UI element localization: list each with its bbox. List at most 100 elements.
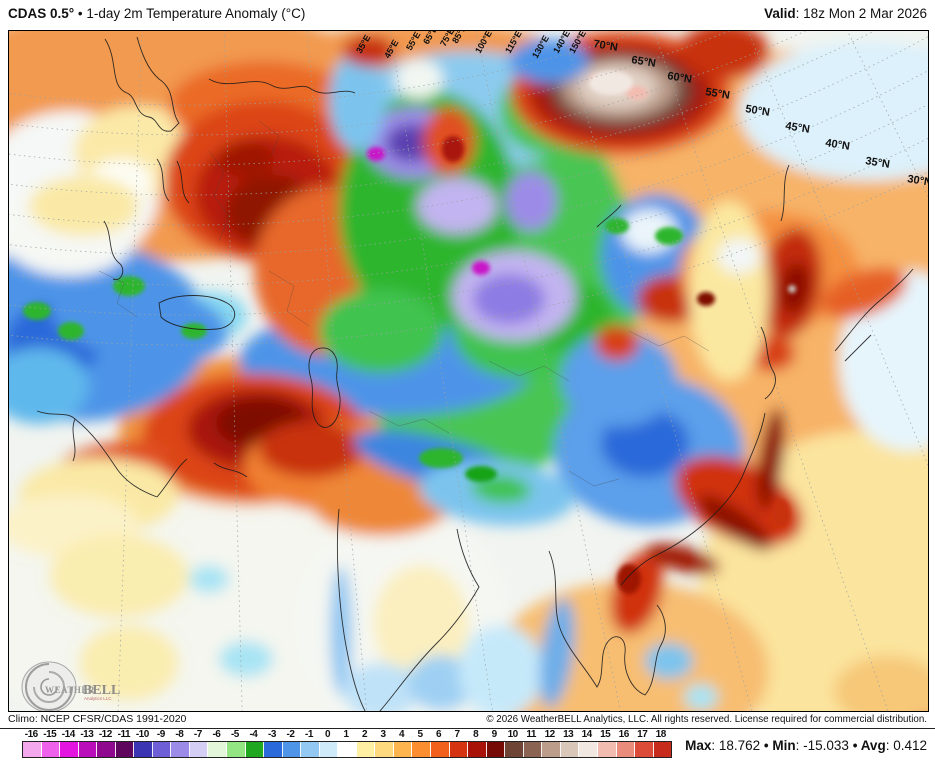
- model-name: CDAS 0.5°: [8, 6, 75, 21]
- attribution-strip: Climo: NCEP CFSR/CDAS 1991-2020 © 2026 W…: [0, 711, 935, 729]
- colorbar-cell: [189, 742, 209, 757]
- colorbar-cell: [542, 742, 561, 757]
- colorbar-tick: -6: [212, 729, 221, 740]
- colorbar-tick: 12: [544, 729, 556, 740]
- colorbar-cell: [301, 742, 320, 757]
- colorbar-tick: 5: [417, 729, 424, 740]
- logo-word-bell: BELL: [83, 683, 120, 698]
- colorbar-tick: -2: [286, 729, 295, 740]
- colorbar-tick: 1: [343, 729, 349, 740]
- title-separator: •: [74, 6, 87, 21]
- colorbar-tick: 8: [473, 729, 479, 740]
- latitude-label: 30°N: [907, 173, 928, 189]
- map-canvas: 70°N65°N60°N55°N50°N45°N40°N35°N30°N35°E…: [9, 31, 928, 711]
- colorbar-cell: [616, 742, 636, 757]
- colorbar-tick: 17: [637, 729, 648, 740]
- colorbar-tick: -13: [80, 729, 94, 740]
- colorbar-tick: -10: [135, 729, 149, 740]
- colorbar-cell: [505, 742, 524, 757]
- latitude-label: 70°N: [593, 38, 619, 54]
- max-value: : 18.762: [711, 738, 761, 753]
- latitude-label: 45°N: [785, 120, 811, 136]
- colorbar-cell: [245, 742, 265, 757]
- colorbar-cell: [227, 742, 246, 757]
- colorbar-cell: [393, 742, 413, 757]
- colorbar-tick: -7: [193, 729, 202, 740]
- latitude-label: 50°N: [745, 103, 771, 119]
- valid-value: : 18z Mon 2 Mar 2026: [795, 6, 927, 21]
- min-label: Min: [772, 738, 796, 753]
- colorbar-cell: [208, 742, 228, 757]
- latitude-label: 40°N: [825, 137, 851, 153]
- colorbar-tick: 6: [436, 729, 442, 740]
- colorbar-cell: [134, 742, 153, 757]
- colorbar-cell: [264, 742, 283, 757]
- anomaly-spots: [23, 71, 796, 594]
- colorbar-tick: 3: [380, 729, 386, 740]
- latitude-label: 55°N: [705, 86, 731, 102]
- colorbar-cell: [282, 742, 302, 757]
- valid-time: Valid: 18z Mon 2 Mar 2026: [764, 6, 927, 21]
- colorbar-tick: 11: [526, 729, 536, 740]
- political-borders: [98, 120, 710, 487]
- stats-sep1: •: [760, 738, 773, 753]
- header: CDAS 0.5° • 1-day 2m Temperature Anomaly…: [0, 0, 935, 30]
- colorbar-cell: [97, 742, 116, 757]
- colorbar-cell: [41, 742, 61, 757]
- latitude-label: 35°N: [865, 155, 891, 171]
- max-label: Max: [685, 738, 712, 753]
- colorbar-cell: [60, 742, 79, 757]
- colorbar-cell: [23, 742, 42, 757]
- colorbar-tick: -8: [175, 729, 184, 740]
- colorbar-cell: [319, 742, 339, 757]
- copyright-note: © 2026 WeatherBELL Analytics, LLC. All r…: [486, 714, 927, 725]
- colorbar-tick: 16: [618, 729, 630, 740]
- avg-value: : 0.412: [885, 738, 927, 753]
- colorbar-cell: [523, 742, 543, 757]
- anomaly-field: [9, 31, 928, 711]
- colorbar-tick: -5: [230, 729, 239, 740]
- colorbar-cell: [431, 742, 450, 757]
- colorbar-cell: [449, 742, 469, 757]
- colorbar-tick: 13: [563, 729, 574, 740]
- colorbar-tick: 10: [507, 729, 519, 740]
- latitude-label: 65°N: [631, 54, 657, 70]
- colorbar-tick: -15: [43, 729, 57, 740]
- colorbar-cell: [171, 742, 190, 757]
- colorbar-tick: 15: [600, 729, 611, 740]
- stats-sep2: •: [848, 738, 861, 753]
- colorbar: [22, 741, 672, 758]
- min-value: : -15.033: [795, 738, 849, 753]
- anomaly-map: 70°N 65°N 60°N 55°N 50°N 45°N 40°N 35°N 30°N 35°E…: [8, 30, 929, 712]
- parameter-title: 1-day 2m Temperature Anomaly (°C): [86, 6, 306, 21]
- valid-label: Valid: [764, 6, 796, 21]
- colorbar-cell: [338, 742, 357, 757]
- field-statistics: Max: 18.762 • Min: -15.033 • Avg: 0.412: [685, 738, 927, 753]
- colorbar-cell: [152, 742, 172, 757]
- colorbar-tick: -9: [156, 729, 165, 740]
- colorbar-cell: [412, 742, 432, 757]
- colorbar-cell: [375, 742, 394, 757]
- logo-word-weather: WEATHER: [45, 685, 95, 695]
- logo-subtext: Analytics LLC: [84, 696, 112, 701]
- colorbar-tick: -14: [61, 729, 75, 740]
- colorbar-cell: [78, 742, 98, 757]
- colorbar-tick: 0: [324, 729, 331, 740]
- colorbar-tick: 7: [454, 729, 461, 740]
- coastlines: [36, 36, 914, 711]
- avg-label: Avg: [860, 738, 886, 753]
- climo-note: Climo: NCEP CFSR/CDAS 1991-2020: [8, 713, 187, 725]
- colorbar-tick: -1: [305, 729, 313, 740]
- colorbar-cell: [468, 742, 487, 757]
- colorbar-tick: 18: [655, 729, 667, 740]
- colorbar-tick: -4: [249, 729, 258, 740]
- colorbar-tick: -16: [24, 729, 38, 740]
- graticule: [9, 31, 928, 711]
- colorbar-cell: [486, 742, 506, 757]
- colorbar-tick: -11: [117, 729, 131, 740]
- colorbar-cell: [635, 742, 654, 757]
- colorbar-tick: 9: [491, 729, 498, 740]
- colorbar-cell: [115, 742, 135, 757]
- colorbar-cell: [560, 742, 580, 757]
